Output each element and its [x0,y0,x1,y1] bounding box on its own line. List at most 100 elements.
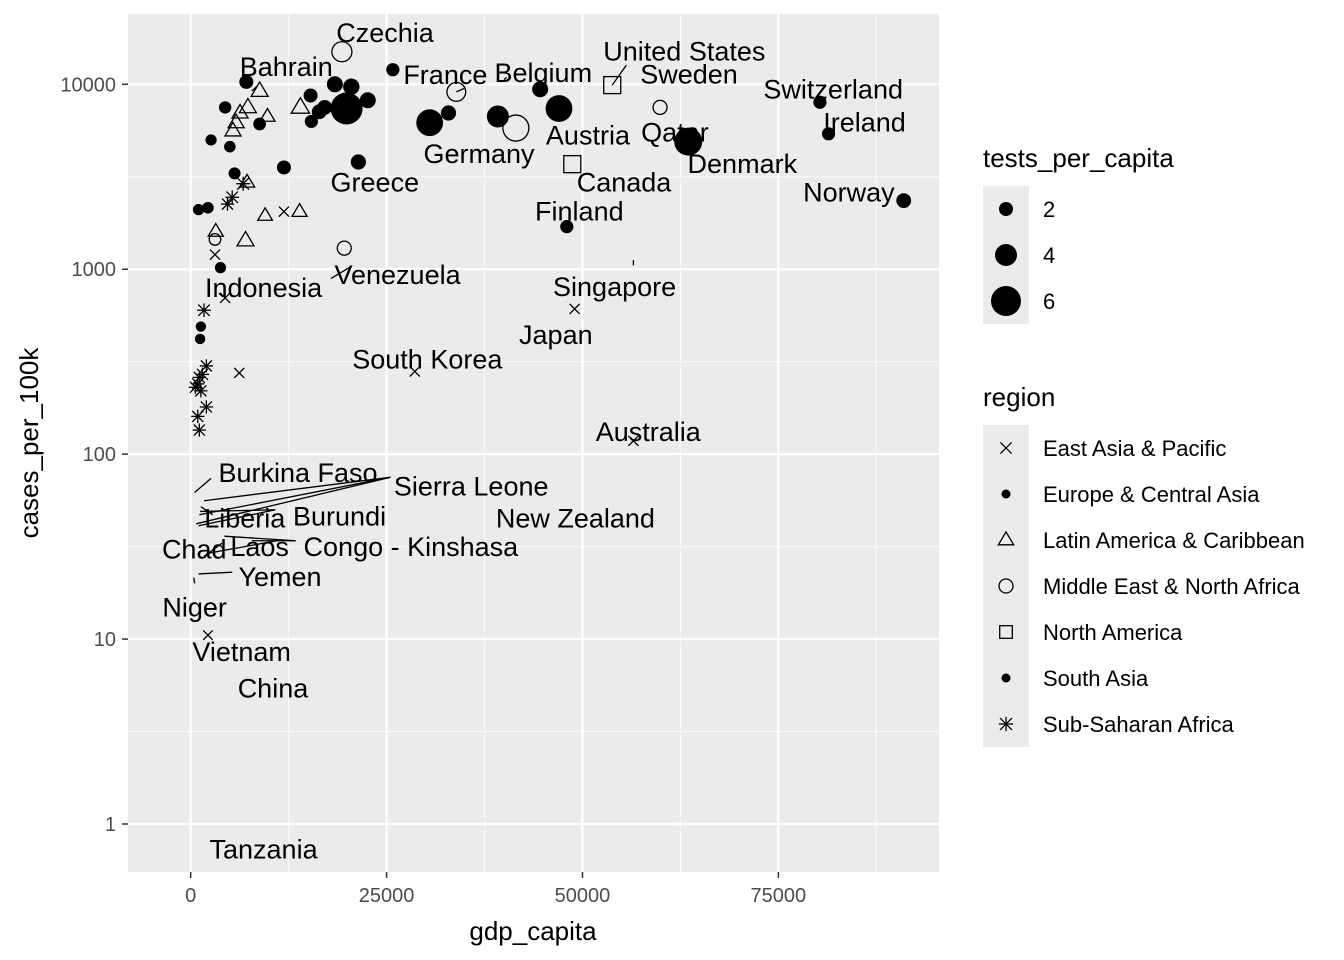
point-label: Bahrain [240,52,333,82]
data-point [192,423,206,437]
y-tick-label: 10 [94,629,116,651]
point-label: Belgium [495,58,593,88]
point-label: Vietnam [192,637,291,667]
legend: tests_per_capita 2 4 6 region East Asia & Pac… [983,143,1305,747]
data-point [440,105,457,121]
legend-size-label: 4 [1043,243,1055,268]
data-point [326,76,343,93]
data-point [225,190,240,205]
x-tick-label: 50000 [555,885,611,907]
x-tick-label: 0 [185,885,196,907]
legend-shape-key [999,625,1013,639]
data-point [202,201,214,214]
data-point [350,154,366,170]
point-label: Canada [577,167,673,197]
data-point [674,127,703,156]
leader-line [206,540,277,555]
data-point [317,100,333,115]
data-point [278,206,290,218]
legend-shape-key [998,578,1014,594]
data-point [224,140,236,153]
data-point [603,75,622,95]
data-point [652,99,668,116]
data-point [627,435,639,447]
legend-shape-label: East Asia & Pacific [1043,436,1226,461]
legend-shape-key [998,716,1014,732]
y-tick-label: 100 [83,444,116,466]
data-point [359,92,376,109]
data-point [290,96,311,114]
data-point [197,303,211,318]
legend-shape-key [997,530,1015,546]
data-point [214,262,227,274]
data-point [304,114,318,129]
point-label: Sierra Leone [394,471,549,501]
data-point [233,367,245,379]
point-label: Tanzania [210,834,319,864]
data-point [239,74,254,89]
point-label: Chad [162,535,227,565]
x-tick-label: 25000 [359,885,415,907]
point-label: Australia [596,417,702,447]
data-point [195,321,207,332]
y-axis-title: cases_per_100k [14,347,44,539]
data-point [896,193,912,209]
data-point [235,230,256,247]
point-label: United States [603,37,765,67]
point-label: Finland [535,197,624,227]
legend-shape-label: Middle East & North Africa [1043,574,1301,599]
point-label: Japan [519,320,593,350]
data-point [223,121,243,137]
legend-shape-label: Latin America & Caribbean [1043,528,1305,553]
point-label: Ireland [823,108,906,138]
point-label: Qatar [641,117,709,147]
data-points [188,41,912,641]
axes: 0 25000 50000 75000 1 10 100 1000 10000 [60,74,806,907]
leader-line [203,476,391,502]
data-point [486,105,509,128]
data-point [258,107,277,122]
data-point [208,232,222,246]
data-point [256,206,274,221]
data-point [336,240,352,256]
point-label: Indonesia [205,273,323,303]
data-point [446,81,467,102]
point-label: Yemen [238,562,321,592]
point-label: China [238,674,310,704]
legend-size-label: 6 [1043,289,1055,314]
point-label: South Korea [352,344,503,374]
point-label: Switzerland [763,74,903,104]
point-label: Niger [162,593,227,623]
legend-shape-label: South Asia [1043,666,1149,691]
y-tick-label: 1000 [72,259,117,281]
legend-shape-key [1001,673,1011,683]
data-point [386,63,400,77]
leader-line [196,476,391,525]
legend-size-label: 2 [1043,197,1055,222]
data-point [532,81,549,98]
legend-key-background [983,425,1029,747]
data-point [343,78,360,95]
data-point [194,333,206,345]
data-point [192,204,205,216]
data-point [228,167,241,180]
point-label: Burkina Faso [218,458,377,488]
data-point [205,134,217,146]
point-label: Greece [331,167,420,197]
label-leader-lines [193,64,635,584]
point-label: Austria [546,120,631,150]
legend-shape-key [999,441,1013,455]
legend-title-region: region [983,382,1055,412]
point-label: Burundi [293,502,386,532]
data-point [253,117,267,131]
leader-line [203,542,223,557]
data-point [821,127,836,141]
leader-line [218,292,224,298]
point-label: Czechia [336,18,435,48]
panel-background [128,14,939,872]
data-point [416,109,444,137]
data-point [331,41,353,63]
leader-line [611,64,627,86]
leader-line [224,535,296,542]
data-point [238,97,258,114]
